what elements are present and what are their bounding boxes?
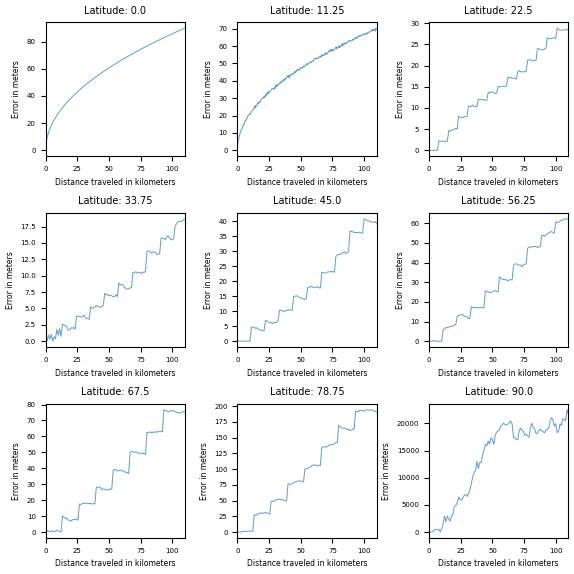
Title: Latitude: 90.0: Latitude: 90.0: [465, 387, 533, 397]
X-axis label: Distance traveled in kilometers: Distance traveled in kilometers: [439, 178, 559, 187]
Title: Latitude: 56.25: Latitude: 56.25: [461, 196, 536, 207]
X-axis label: Distance traveled in kilometers: Distance traveled in kilometers: [55, 178, 176, 187]
Y-axis label: Error in meters: Error in meters: [382, 442, 391, 500]
Y-axis label: Error in meters: Error in meters: [200, 442, 208, 500]
X-axis label: Distance traveled in kilometers: Distance traveled in kilometers: [247, 560, 367, 568]
X-axis label: Distance traveled in kilometers: Distance traveled in kilometers: [439, 369, 559, 378]
X-axis label: Distance traveled in kilometers: Distance traveled in kilometers: [55, 369, 176, 378]
X-axis label: Distance traveled in kilometers: Distance traveled in kilometers: [247, 369, 367, 378]
Y-axis label: Error in meters: Error in meters: [204, 60, 213, 118]
Y-axis label: Error in meters: Error in meters: [6, 251, 14, 309]
X-axis label: Distance traveled in kilometers: Distance traveled in kilometers: [247, 178, 367, 187]
X-axis label: Distance traveled in kilometers: Distance traveled in kilometers: [439, 560, 559, 568]
Y-axis label: Error in meters: Error in meters: [12, 60, 21, 118]
Y-axis label: Error in meters: Error in meters: [395, 60, 405, 118]
Y-axis label: Error in meters: Error in meters: [395, 251, 405, 309]
Title: Latitude: 45.0: Latitude: 45.0: [273, 196, 341, 207]
Y-axis label: Error in meters: Error in meters: [12, 442, 21, 500]
Y-axis label: Error in meters: Error in meters: [204, 251, 213, 309]
Title: Latitude: 78.75: Latitude: 78.75: [270, 387, 344, 397]
Title: Latitude: 0.0: Latitude: 0.0: [84, 6, 146, 15]
X-axis label: Distance traveled in kilometers: Distance traveled in kilometers: [55, 560, 176, 568]
Title: Latitude: 33.75: Latitude: 33.75: [78, 196, 153, 207]
Title: Latitude: 11.25: Latitude: 11.25: [270, 6, 344, 15]
Title: Latitude: 67.5: Latitude: 67.5: [81, 387, 149, 397]
Title: Latitude: 22.5: Latitude: 22.5: [464, 6, 533, 15]
